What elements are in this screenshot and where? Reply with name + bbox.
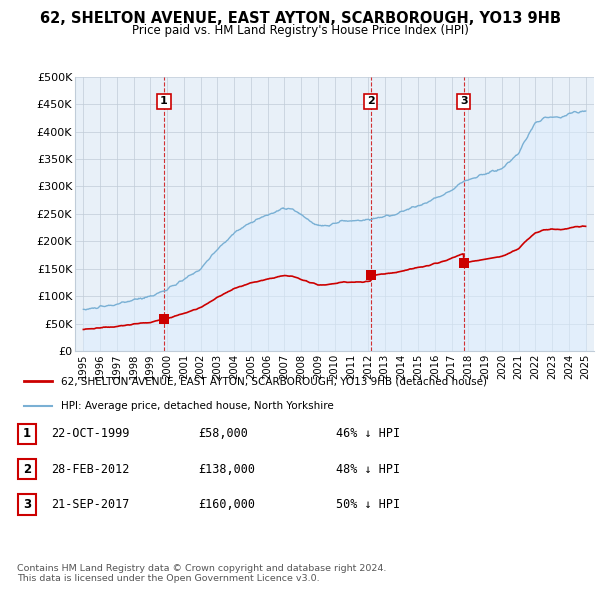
FancyBboxPatch shape [18, 459, 36, 479]
FancyBboxPatch shape [18, 424, 36, 444]
Text: Price paid vs. HM Land Registry's House Price Index (HPI): Price paid vs. HM Land Registry's House … [131, 24, 469, 37]
Text: £160,000: £160,000 [198, 498, 255, 511]
Text: 21-SEP-2017: 21-SEP-2017 [51, 498, 130, 511]
Text: 50% ↓ HPI: 50% ↓ HPI [336, 498, 400, 511]
Text: 1: 1 [160, 96, 168, 106]
Text: 48% ↓ HPI: 48% ↓ HPI [336, 463, 400, 476]
Text: 62, SHELTON AVENUE, EAST AYTON, SCARBOROUGH, YO13 9HB: 62, SHELTON AVENUE, EAST AYTON, SCARBORO… [40, 11, 560, 25]
FancyBboxPatch shape [18, 494, 36, 514]
Text: 28-FEB-2012: 28-FEB-2012 [51, 463, 130, 476]
Text: 46% ↓ HPI: 46% ↓ HPI [336, 427, 400, 440]
Text: £138,000: £138,000 [198, 463, 255, 476]
Text: 1: 1 [23, 427, 31, 440]
Text: 22-OCT-1999: 22-OCT-1999 [51, 427, 130, 440]
Text: £58,000: £58,000 [198, 427, 248, 440]
Text: 62, SHELTON AVENUE, EAST AYTON, SCARBOROUGH, YO13 9HB (detached house): 62, SHELTON AVENUE, EAST AYTON, SCARBORO… [61, 376, 487, 386]
Text: 3: 3 [460, 96, 467, 106]
Text: HPI: Average price, detached house, North Yorkshire: HPI: Average price, detached house, Nort… [61, 401, 334, 411]
Text: 3: 3 [23, 498, 31, 511]
Text: 2: 2 [23, 463, 31, 476]
Text: 2: 2 [367, 96, 374, 106]
Text: Contains HM Land Registry data © Crown copyright and database right 2024.
This d: Contains HM Land Registry data © Crown c… [17, 563, 386, 583]
